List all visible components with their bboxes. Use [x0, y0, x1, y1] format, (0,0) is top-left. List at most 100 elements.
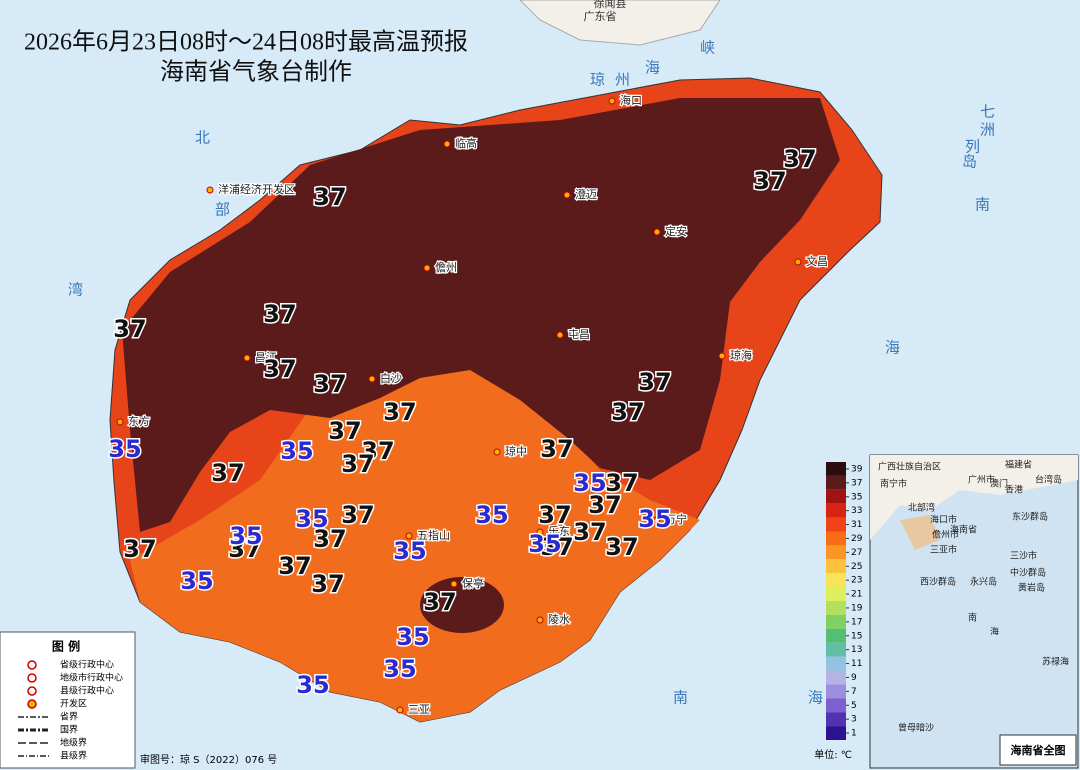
contour-label: 37: [573, 518, 606, 546]
city-label: 白沙: [380, 371, 402, 385]
colorbar-cell: [826, 517, 846, 532]
legend-symbol: [27, 660, 37, 670]
contour-label: 37: [263, 300, 296, 328]
contour-label: 35: [396, 623, 429, 651]
sea-label: 琼: [590, 71, 605, 89]
sea-label: 洲: [980, 121, 995, 139]
inset-label: 南: [968, 612, 977, 624]
colorbar-label: 13: [851, 645, 862, 655]
inset-box: [869, 454, 1079, 769]
contour-label: 37: [328, 417, 361, 445]
legend-label: 县级界: [60, 750, 87, 762]
city-label: 五指山: [417, 528, 450, 542]
city-marker: [450, 580, 458, 588]
neighbor-label: 广东省: [584, 10, 617, 23]
colorbar-label: 1: [851, 729, 857, 739]
hot-zone: [122, 98, 840, 532]
legend-label: 地级界: [60, 737, 87, 749]
contour-label: 37: [540, 435, 573, 463]
city-marker: [405, 532, 413, 540]
city-marker: [493, 448, 501, 456]
city-marker: [653, 516, 661, 524]
colorbar-label: 21: [851, 590, 862, 600]
legend-label: 国界: [60, 725, 78, 736]
contour-label: 37: [361, 437, 394, 465]
contour-label: 37: [113, 315, 146, 343]
colorbar-label: 31: [851, 520, 862, 530]
inset-label: 海口市: [930, 514, 957, 526]
warm-zone: [130, 360, 700, 722]
colorbar-cell: [826, 503, 846, 518]
contour-label: 37: [540, 533, 573, 561]
inset-hainan: [900, 515, 940, 550]
colorbar-cell: [826, 545, 846, 560]
subtitle: 海南省气象台制作: [160, 59, 352, 86]
city-marker: [794, 258, 802, 266]
contour-label: 37: [383, 398, 416, 426]
contour-label: 37: [228, 535, 261, 563]
city-marker: [563, 191, 571, 199]
contour-label: 37: [311, 570, 344, 598]
colorbar-cell: [826, 573, 846, 588]
inset-land: [870, 455, 1078, 540]
contour-label: 37: [123, 535, 156, 563]
city-marker: [536, 616, 544, 624]
inset-label: 南宁市: [880, 478, 907, 490]
colorbar-label: 9: [851, 673, 857, 683]
colorbar-label: 37: [851, 478, 862, 488]
inset-label: 海南省: [950, 524, 977, 536]
colorbar-label: 7: [851, 687, 857, 697]
sea-label: 南: [673, 689, 688, 707]
contour-label: 37: [278, 552, 311, 580]
contour-label: 35: [108, 435, 141, 463]
sea-label: 海: [808, 689, 823, 707]
inset-label: 香港: [1005, 484, 1023, 496]
city-label: 万宁: [665, 512, 687, 526]
colorbar-cell: [826, 462, 846, 476]
city-label: 澄迈: [575, 187, 597, 201]
city-label: 临高: [455, 136, 477, 150]
colorbar-cell: [826, 656, 846, 671]
contour-label: 35: [573, 469, 606, 497]
contour-label: 37: [638, 368, 671, 396]
contour-label: 35: [638, 505, 671, 533]
inset-label: 台湾岛: [1035, 474, 1062, 486]
sea-label: 部: [215, 201, 230, 219]
colorbar-cell: [826, 642, 846, 657]
contour-label: 37: [611, 398, 644, 426]
inset-label: 东沙群岛: [1012, 511, 1048, 523]
sea-label: 南: [975, 196, 990, 214]
contour-label: 35: [295, 505, 328, 533]
contour-label: 37: [538, 501, 571, 529]
contour-label: 37: [211, 459, 244, 487]
city-label: 儋州: [435, 261, 457, 274]
colorbar-label: 35: [851, 492, 862, 502]
colorbar-cell: [826, 601, 846, 615]
legend-title: 图 例: [52, 639, 80, 654]
inset-label: 三亚市: [930, 544, 957, 556]
colorbar-label: 27: [851, 548, 862, 558]
colorbar-label: 3: [851, 715, 857, 725]
city-label: 定安: [665, 224, 687, 238]
contour-label: 37: [341, 501, 374, 529]
colorbar-cell: [826, 712, 846, 727]
colorbar-label: 39: [851, 464, 863, 474]
inset-label: 北部湾: [908, 502, 935, 514]
inset-label: 中沙群岛: [1010, 567, 1046, 579]
inset-label: 三沙市: [1010, 550, 1037, 562]
city-marker: [608, 97, 616, 105]
colorbar-label: 19: [851, 603, 863, 613]
inset-title: 海南省全图: [1011, 743, 1066, 757]
inset-label: 西沙群岛: [920, 576, 956, 588]
contour-label: 37: [313, 183, 346, 211]
legend-label: 县级行政中心: [60, 685, 114, 697]
sea-label: 北: [195, 129, 210, 147]
neighbor-label: 徐闻县: [594, 0, 627, 10]
colorbar-label: 15: [851, 631, 862, 641]
colorbar-label: 23: [851, 576, 862, 586]
contour-label: 35: [180, 567, 213, 595]
contour-label: 35: [280, 437, 313, 465]
city-label: 陵水: [548, 613, 570, 626]
city-marker: [718, 352, 726, 360]
